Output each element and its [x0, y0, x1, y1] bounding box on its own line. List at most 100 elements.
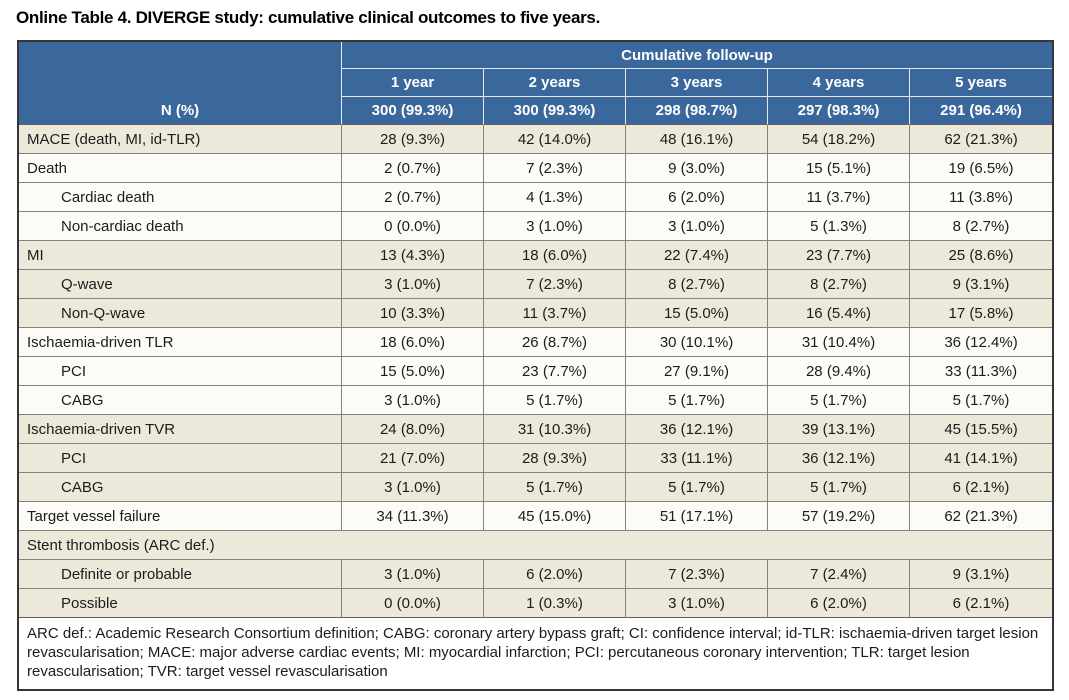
n-value-4-years: 297 (98.3%): [768, 97, 910, 125]
table-row-mace: MACE (death, MI, id-TLR) 28 (9.3%) 42 (1…: [19, 125, 1053, 154]
cell-value: 18 (6.0%): [484, 241, 626, 270]
cell-value: 11 (3.7%): [768, 183, 910, 212]
col-header-1-year: 1 year: [342, 69, 484, 97]
row-label: Ischaemia-driven TVR: [19, 415, 342, 444]
cell-value: 45 (15.0%): [484, 502, 626, 531]
cell-value: 5 (1.7%): [484, 473, 626, 502]
n-value-2-years: 300 (99.3%): [484, 97, 626, 125]
cell-value: 48 (16.1%): [626, 125, 768, 154]
cell-value: 31 (10.3%): [484, 415, 626, 444]
row-label: Possible: [19, 589, 342, 618]
cell-value: 3 (1.0%): [342, 560, 484, 589]
table-row-possible: Possible 0 (0.0%) 1 (0.3%) 3 (1.0%) 6 (2…: [19, 589, 1053, 618]
cell-value: 6 (2.0%): [626, 183, 768, 212]
row-label: PCI: [19, 357, 342, 386]
table-row-tvf: Target vessel failure 34 (11.3%) 45 (15.…: [19, 502, 1053, 531]
cell-value: 3 (1.0%): [342, 270, 484, 299]
table-row-id-tlr: Ischaemia-driven TLR 18 (6.0%) 26 (8.7%)…: [19, 328, 1053, 357]
table-row-death: Death 2 (0.7%) 7 (2.3%) 9 (3.0%) 15 (5.1…: [19, 154, 1053, 183]
cell-value: 36 (12.1%): [626, 415, 768, 444]
row-label: MI: [19, 241, 342, 270]
cell-value: 13 (4.3%): [342, 241, 484, 270]
cell-value: 16 (5.4%): [768, 299, 910, 328]
cell-value: 28 (9.4%): [768, 357, 910, 386]
cell-value: 0 (0.0%): [342, 589, 484, 618]
cell-value: 33 (11.3%): [910, 357, 1053, 386]
cell-value: 36 (12.1%): [768, 444, 910, 473]
cell-value: 22 (7.4%): [626, 241, 768, 270]
cell-value: 1 (0.3%): [484, 589, 626, 618]
cell-value: 5 (1.7%): [910, 386, 1053, 415]
cell-value: 7 (2.3%): [626, 560, 768, 589]
table-row-tlr-pci: PCI 15 (5.0%) 23 (7.7%) 27 (9.1%) 28 (9.…: [19, 357, 1053, 386]
cell-value: 15 (5.0%): [342, 357, 484, 386]
table-header: N (%) Cumulative follow-up 1 year 2 year…: [19, 42, 1053, 125]
cell-value: 17 (5.8%): [910, 299, 1053, 328]
outcomes-table: N (%) Cumulative follow-up 1 year 2 year…: [17, 40, 1055, 691]
cell-value: 6 (2.0%): [768, 589, 910, 618]
cell-value: 28 (9.3%): [342, 125, 484, 154]
cell-value: 5 (1.7%): [626, 473, 768, 502]
cell-value: 33 (11.1%): [626, 444, 768, 473]
cell-value: 31 (10.4%): [768, 328, 910, 357]
cell-value: 41 (14.1%): [910, 444, 1053, 473]
row-label: Target vessel failure: [19, 502, 342, 531]
n-value-1-year: 300 (99.3%): [342, 97, 484, 125]
cell-value: 9 (3.1%): [910, 560, 1053, 589]
cell-value: 3 (1.0%): [484, 212, 626, 241]
cell-value: 5 (1.7%): [768, 386, 910, 415]
col-header-2-years: 2 years: [484, 69, 626, 97]
cell-value: 45 (15.5%): [910, 415, 1053, 444]
cell-value: 7 (2.3%): [484, 270, 626, 299]
cell-value: 25 (8.6%): [910, 241, 1053, 270]
cell-value: 57 (19.2%): [768, 502, 910, 531]
row-label: Stent thrombosis (ARC def.): [19, 531, 1053, 560]
col-header-5-years: 5 years: [910, 69, 1053, 97]
table-row-cardiac-death: Cardiac death 2 (0.7%) 4 (1.3%) 6 (2.0%)…: [19, 183, 1053, 212]
cell-value: 3 (1.0%): [342, 473, 484, 502]
cell-value: 11 (3.7%): [484, 299, 626, 328]
col-header-4-years: 4 years: [768, 69, 910, 97]
cell-value: 23 (7.7%): [484, 357, 626, 386]
cell-value: 27 (9.1%): [626, 357, 768, 386]
stub-header-cell: N (%): [19, 42, 342, 125]
cell-value: 9 (3.0%): [626, 154, 768, 183]
cell-value: 39 (13.1%): [768, 415, 910, 444]
row-label: Q-wave: [19, 270, 342, 299]
page-title: Online Table 4. DIVERGE study: cumulativ…: [16, 8, 600, 27]
cell-value: 6 (2.1%): [910, 473, 1053, 502]
table-row-q-wave: Q-wave 3 (1.0%) 7 (2.3%) 8 (2.7%) 8 (2.7…: [19, 270, 1053, 299]
row-label: PCI: [19, 444, 342, 473]
cell-value: 62 (21.3%): [910, 125, 1053, 154]
col-header-3-years: 3 years: [626, 69, 768, 97]
cell-value: 0 (0.0%): [342, 212, 484, 241]
row-label: MACE (death, MI, id-TLR): [19, 125, 342, 154]
group-header-cell: Cumulative follow-up: [342, 42, 1053, 69]
row-label: CABG: [19, 386, 342, 415]
table-row-tlr-cabg: CABG 3 (1.0%) 5 (1.7%) 5 (1.7%) 5 (1.7%)…: [19, 386, 1053, 415]
cell-value: 8 (2.7%): [626, 270, 768, 299]
cell-value: 34 (11.3%): [342, 502, 484, 531]
table-row-mi: MI 13 (4.3%) 18 (6.0%) 22 (7.4%) 23 (7.7…: [19, 241, 1053, 270]
cell-value: 51 (17.1%): [626, 502, 768, 531]
table-body: MACE (death, MI, id-TLR) 28 (9.3%) 42 (1…: [19, 125, 1053, 689]
cell-value: 10 (3.3%): [342, 299, 484, 328]
cell-value: 54 (18.2%): [768, 125, 910, 154]
cell-value: 36 (12.4%): [910, 328, 1053, 357]
row-label: CABG: [19, 473, 342, 502]
cell-value: 4 (1.3%): [484, 183, 626, 212]
cell-value: 42 (14.0%): [484, 125, 626, 154]
cell-value: 2 (0.7%): [342, 154, 484, 183]
table-row-stent-thrombosis: Stent thrombosis (ARC def.): [19, 531, 1053, 560]
cell-value: 8 (2.7%): [910, 212, 1053, 241]
cell-value: 11 (3.8%): [910, 183, 1053, 212]
row-label: Death: [19, 154, 342, 183]
table-row-definite-probable: Definite or probable 3 (1.0%) 6 (2.0%) 7…: [19, 560, 1053, 589]
row-label: Non-Q-wave: [19, 299, 342, 328]
row-label: Cardiac death: [19, 183, 342, 212]
cell-value: 23 (7.7%): [768, 241, 910, 270]
cell-value: 7 (2.3%): [484, 154, 626, 183]
row-label: Non-cardiac death: [19, 212, 342, 241]
cell-value: 8 (2.7%): [768, 270, 910, 299]
